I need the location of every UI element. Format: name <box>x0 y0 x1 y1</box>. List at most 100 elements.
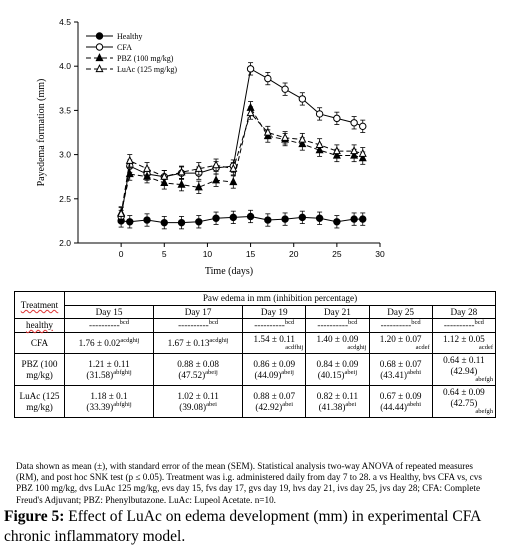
data-point <box>315 110 324 118</box>
x-tick-label: 25 <box>332 249 342 259</box>
data-point <box>194 163 203 172</box>
legend-marker <box>95 64 104 73</box>
table-cell: ----------bcd <box>305 318 370 333</box>
data-point <box>333 114 341 123</box>
table-cell: ----------bcd <box>153 318 244 333</box>
results-table: Treatment Paw edema in mm (inhibition pe… <box>14 291 497 418</box>
table-cell: 0.84 ± 0.09 (40.15)abeij <box>305 353 370 386</box>
data-point <box>332 146 341 155</box>
series-0 <box>117 209 367 230</box>
data-point <box>350 119 358 127</box>
data-point <box>264 216 272 224</box>
chart-series <box>117 62 367 230</box>
table-cell: 0.68 ± 0.07 (43.41)abehi <box>368 353 433 386</box>
series-line <box>121 215 363 224</box>
table-cell: 0.67 ± 0.09 (44.44)abehi <box>368 385 433 418</box>
data-point <box>143 163 152 172</box>
data-point <box>246 108 255 117</box>
data-point <box>160 218 168 227</box>
series-line <box>120 112 363 214</box>
data-point <box>117 208 126 217</box>
table-row: PBZ (100 mg/kg) 1.21 ± 0.11 (31.58)abfghij… <box>14 353 497 386</box>
table-cell: 0.64 ± 0.09 (42.75) abefgh <box>431 385 497 418</box>
table-cell: 1.12 ± 0.05 acdef <box>431 331 497 354</box>
y-tick-label: 2.5 <box>59 194 71 204</box>
x-tick-label: 5 <box>162 249 167 259</box>
day-header-row: Day 15 Day 17 Day 19 Day 21 Day 25 Day 28 <box>15 304 497 319</box>
legend-label: Healthy <box>117 32 142 41</box>
table-cell: 0.86 ± 0.09 (44.09)abeij <box>242 353 307 386</box>
caption-text: Effect of LuAc on edema development (mm)… <box>4 508 481 545</box>
treatment-header: Treatment <box>14 291 65 319</box>
row-label: LuAc (125 mg/kg) <box>14 385 65 418</box>
data-point <box>177 179 186 188</box>
day-header: Day 17 <box>153 304 244 319</box>
table-cell: 1.18 ± 0.1 (33.39)abfghij <box>63 385 155 418</box>
data-point <box>298 95 307 103</box>
data-point <box>298 213 307 222</box>
row-label: CFA <box>14 331 65 354</box>
y-tick-label: 3.5 <box>59 105 71 115</box>
data-point <box>281 85 289 93</box>
data-point <box>177 167 186 176</box>
x-tick-label: 10 <box>203 249 213 259</box>
table-cell: 1.20 ± 0.07 acdef <box>368 331 433 354</box>
day-header: Day 19 <box>242 304 307 319</box>
data-point <box>281 132 290 141</box>
table-cell: ----------bcd <box>242 318 307 333</box>
caption-label: Figure 5: <box>4 508 65 525</box>
row-label: PBZ (100 mg/kg) <box>14 353 65 386</box>
data-point <box>298 134 307 143</box>
table-cell: 0.64 ± 0.11 (42.94) abefgh <box>431 353 497 386</box>
data-point <box>315 214 324 222</box>
data-point <box>125 155 134 164</box>
data-point <box>212 175 221 184</box>
day-header: Day 28 <box>431 304 497 319</box>
row-label: healthy <box>14 318 65 333</box>
table-cell: 1.54 ± 0.11 acdfhij <box>242 331 307 354</box>
data-point <box>212 214 220 222</box>
series-line <box>120 68 363 217</box>
table-cell: ----------bcd <box>368 318 433 333</box>
data-point <box>281 215 289 223</box>
chart-axes: 0 5 10 15 20 25 30 2.0 2.5 3.0 3.5 4.0 4.5 Time (days… <box>36 17 385 277</box>
legend-label: PBZ (100 mg/kg) <box>117 54 174 63</box>
line-chart: 0 5 10 15 20 25 30 2.0 2.5 3.0 3.5 4.0 4.5 Time (days… <box>36 17 385 277</box>
data-point <box>229 213 238 222</box>
table-cell: 1.67 ± 0.13acdghij <box>153 331 244 354</box>
results-table-wrap: Treatment Paw edema in mm (inhibition pe… <box>14 291 497 418</box>
data-point <box>195 218 203 226</box>
data-point <box>229 177 238 186</box>
table-cell: ----------bcd <box>431 318 497 333</box>
data-point <box>246 212 255 221</box>
y-tick-label: 4.0 <box>59 61 71 71</box>
data-point <box>264 74 272 83</box>
day-header: Day 15 <box>63 304 155 319</box>
x-tick-label: 15 <box>246 249 256 259</box>
data-point <box>246 65 255 73</box>
group-header: Paw edema in mm (inhibition percentage) <box>64 291 496 306</box>
y-tick-label: 3.0 <box>59 150 71 160</box>
legend-label: CFA <box>117 43 132 52</box>
data-point <box>263 127 272 136</box>
x-tick-label: 30 <box>375 249 385 259</box>
table-cell: 1.21 ± 0.11 (31.58)abfghij <box>63 353 155 386</box>
table-cell: 1.40 ± 0.09 acdghij <box>305 331 370 354</box>
data-point <box>177 218 186 227</box>
data-point <box>229 163 238 172</box>
data-point <box>143 171 152 180</box>
table-row: LuAc (125 mg/kg) 1.18 ± 0.1 (33.39)abfghij… <box>14 385 497 418</box>
data-point <box>143 216 151 224</box>
table-cell: ----------bcd <box>63 318 155 333</box>
data-point <box>333 218 341 226</box>
data-point <box>358 148 367 157</box>
data-point <box>350 215 358 223</box>
table-row: healthy ----------bcd ----------bcd -------… <box>14 318 497 333</box>
table-note: Data shown as mean (±), with standard er… <box>16 461 482 505</box>
table-cell: 0.88 ± 0.08 (47.52)abeij <box>153 353 244 386</box>
table-cell: 1.02 ± 0.11 (39.08)abei <box>153 385 244 418</box>
legend-label: LuAc (125 mg/kg) <box>117 65 177 74</box>
x-tick-label: 0 <box>119 249 124 259</box>
data-point <box>126 218 134 226</box>
series-line <box>120 106 363 214</box>
